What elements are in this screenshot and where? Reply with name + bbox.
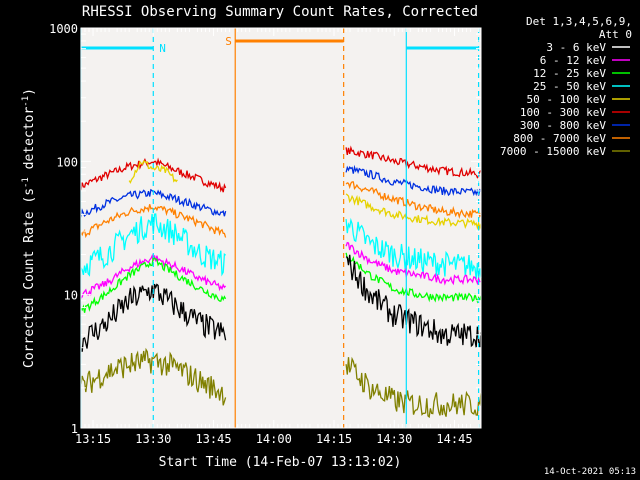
x-axis-label: Start Time (14-Feb-07 13:13:02) [159, 455, 402, 470]
y-tick-label-4: 1000 [49, 22, 78, 36]
y-axis-label: Corrected Count Rate (s-1 detector-1) [21, 88, 37, 368]
legend-header-1: Det 1,3,4,5,6,9, [526, 15, 632, 28]
legend-label-100-300-kev: 100 - 300 keV [520, 106, 606, 119]
series-7000-15000-kev [80, 347, 482, 419]
annotation-label-2: S [225, 35, 232, 48]
x-tick-label-7: 14:45 [436, 432, 472, 446]
footer-timestamp: 14-Oct-2021 05:13 [544, 467, 636, 477]
series-800-7000-kev-segment-2 [345, 181, 482, 219]
chart-title: RHESSI Observing Summary Count Rates, Co… [82, 4, 478, 20]
x-tick-label-4: 14:00 [256, 432, 292, 446]
legend-label-50-100-kev: 50 - 100 keV [527, 93, 607, 106]
series-300-800-kev-segment-2 [345, 164, 482, 197]
y-axis-label-mid: detector [22, 107, 37, 178]
series-12-25-kev-segment-2 [345, 252, 482, 304]
annotation-layer: NS [81, 35, 479, 55]
legend-label-7000-15000-kev: 7000 - 15000 keV [500, 145, 606, 158]
plot-frame [80, 27, 482, 429]
legend-label-6-12-kev: 6 - 12 keV [540, 54, 607, 67]
y-tick-label-1: 1 [71, 422, 78, 436]
x-tick-label-3: 13:45 [195, 432, 231, 446]
y-tick-label-3: 100 [56, 155, 78, 169]
series-50-100-kev-segment-2 [345, 193, 482, 231]
x-tick-label-5: 14:15 [316, 432, 352, 446]
series-7000-15000-kev-segment-2 [345, 356, 482, 419]
plot-area [81, 28, 481, 428]
legend-label-3-6-kev: 3 - 6 keV [546, 41, 606, 54]
series-7000-15000-kev-segment-1 [80, 347, 227, 406]
series-6-12-kev-segment-2 [345, 241, 482, 286]
legend-label-12-25-kev: 12 - 25 keV [533, 67, 606, 80]
series-25-50-kev-segment-2 [345, 217, 482, 279]
series-100-300-kev-segment-2 [345, 145, 482, 179]
legend-label-300-800-kev: 300 - 800 keV [520, 119, 606, 132]
y-axis-label-sup1: -1 [21, 177, 31, 188]
x-tick-label-6: 14:30 [376, 432, 412, 446]
series-3-6-kev-segment-2 [345, 254, 482, 348]
y-axis-label-sup2: -1 [21, 96, 31, 107]
series-100-300-kev [80, 145, 482, 193]
series-25-50-kev-segment-1 [80, 213, 226, 277]
legend-header-2: Att 0 [599, 28, 632, 41]
axis-layer: 13:15 13:30 13:45 14:00 14:15 14:30 14:45 1 10 10… [49, 22, 482, 446]
annotation-label-1: N [159, 42, 166, 55]
series-25-50-kev [80, 213, 482, 279]
series-100-300-kev-segment-1 [80, 157, 227, 193]
y-axis-label-end: ) [22, 88, 37, 96]
x-tick-label-2: 13:30 [135, 432, 171, 446]
legend-label-25-50-kev: 25 - 50 keV [533, 80, 606, 93]
x-tick-label-1: 13:15 [75, 432, 111, 446]
y-tick-label-2: 10 [64, 289, 78, 303]
legend-label-800-7000-kev: 800 - 7000 keV [513, 132, 606, 145]
y-axis-label-main: Corrected Count Rate (s [22, 188, 37, 368]
